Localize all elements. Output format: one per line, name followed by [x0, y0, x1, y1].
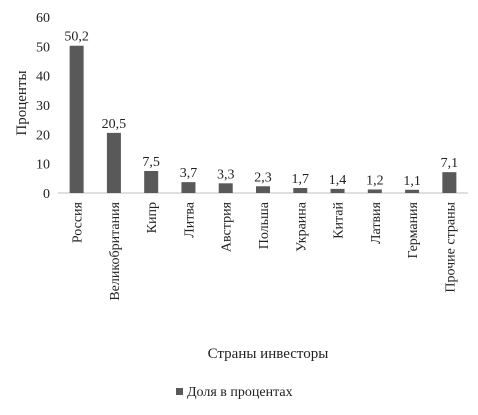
y-tick-label: 30	[36, 99, 50, 114]
bar	[218, 183, 233, 193]
x-category-label: Кипр	[145, 202, 160, 233]
bar	[256, 186, 270, 193]
x-category-label: Прочие страны	[443, 201, 458, 292]
y-tick-label: 60	[36, 11, 50, 26]
bar	[181, 182, 196, 193]
x-category-label: Польша	[257, 201, 272, 249]
data-label: 7,1	[441, 156, 459, 171]
data-label: 2,3	[254, 170, 272, 185]
x-category-label: Австрия	[220, 201, 235, 252]
bar	[330, 188, 345, 193]
y-tick-label: 40	[36, 70, 50, 85]
x-axis-title: Страны инвесторы	[208, 346, 329, 362]
data-label: 50,2	[64, 30, 89, 45]
data-label: 20,5	[102, 117, 127, 132]
data-label: 3,7	[180, 166, 198, 181]
bar	[442, 172, 457, 193]
y-tick-label: 0	[43, 187, 50, 202]
x-category-label: Германия	[406, 201, 421, 258]
x-category-label: Китай	[332, 201, 347, 238]
y-axis-title: Проценты	[14, 70, 30, 135]
y-tick-label: 20	[36, 128, 50, 143]
bar	[106, 132, 121, 193]
bar	[144, 171, 159, 193]
x-category-label: Латвия	[369, 201, 384, 244]
x-category-label: Украина	[294, 201, 309, 252]
y-tick-label: 10	[36, 158, 50, 173]
data-label: 1,4	[329, 173, 347, 188]
bar	[293, 188, 308, 193]
legend: Доля в процентах	[176, 385, 293, 400]
data-label: 1,1	[403, 174, 421, 189]
data-label: 1,2	[366, 173, 384, 188]
data-label: 7,5	[142, 155, 160, 170]
bar	[69, 45, 84, 193]
bar	[405, 189, 420, 193]
data-label: 3,3	[217, 167, 235, 182]
y-axis: 0 10 20 30 40 50 60	[36, 11, 50, 202]
data-label: 1,7	[292, 172, 310, 187]
legend-label: Доля в процентах	[187, 385, 293, 400]
x-category-label: Литва	[182, 201, 197, 238]
x-category-label: Россия	[71, 201, 86, 243]
bars	[69, 45, 457, 193]
x-category-label: Великобритания	[108, 201, 123, 300]
legend-swatch	[176, 388, 183, 395]
data-labels: 50,2 20,5 7,5 3,7 3,3 2,3 1,7 1,4 1,2 1,1 7,1	[64, 30, 458, 189]
y-tick-label: 50	[36, 40, 50, 55]
x-axis-categories: Россия Великобритания Кипр Литва Австрия Поль…	[71, 201, 459, 300]
bar	[367, 189, 382, 193]
